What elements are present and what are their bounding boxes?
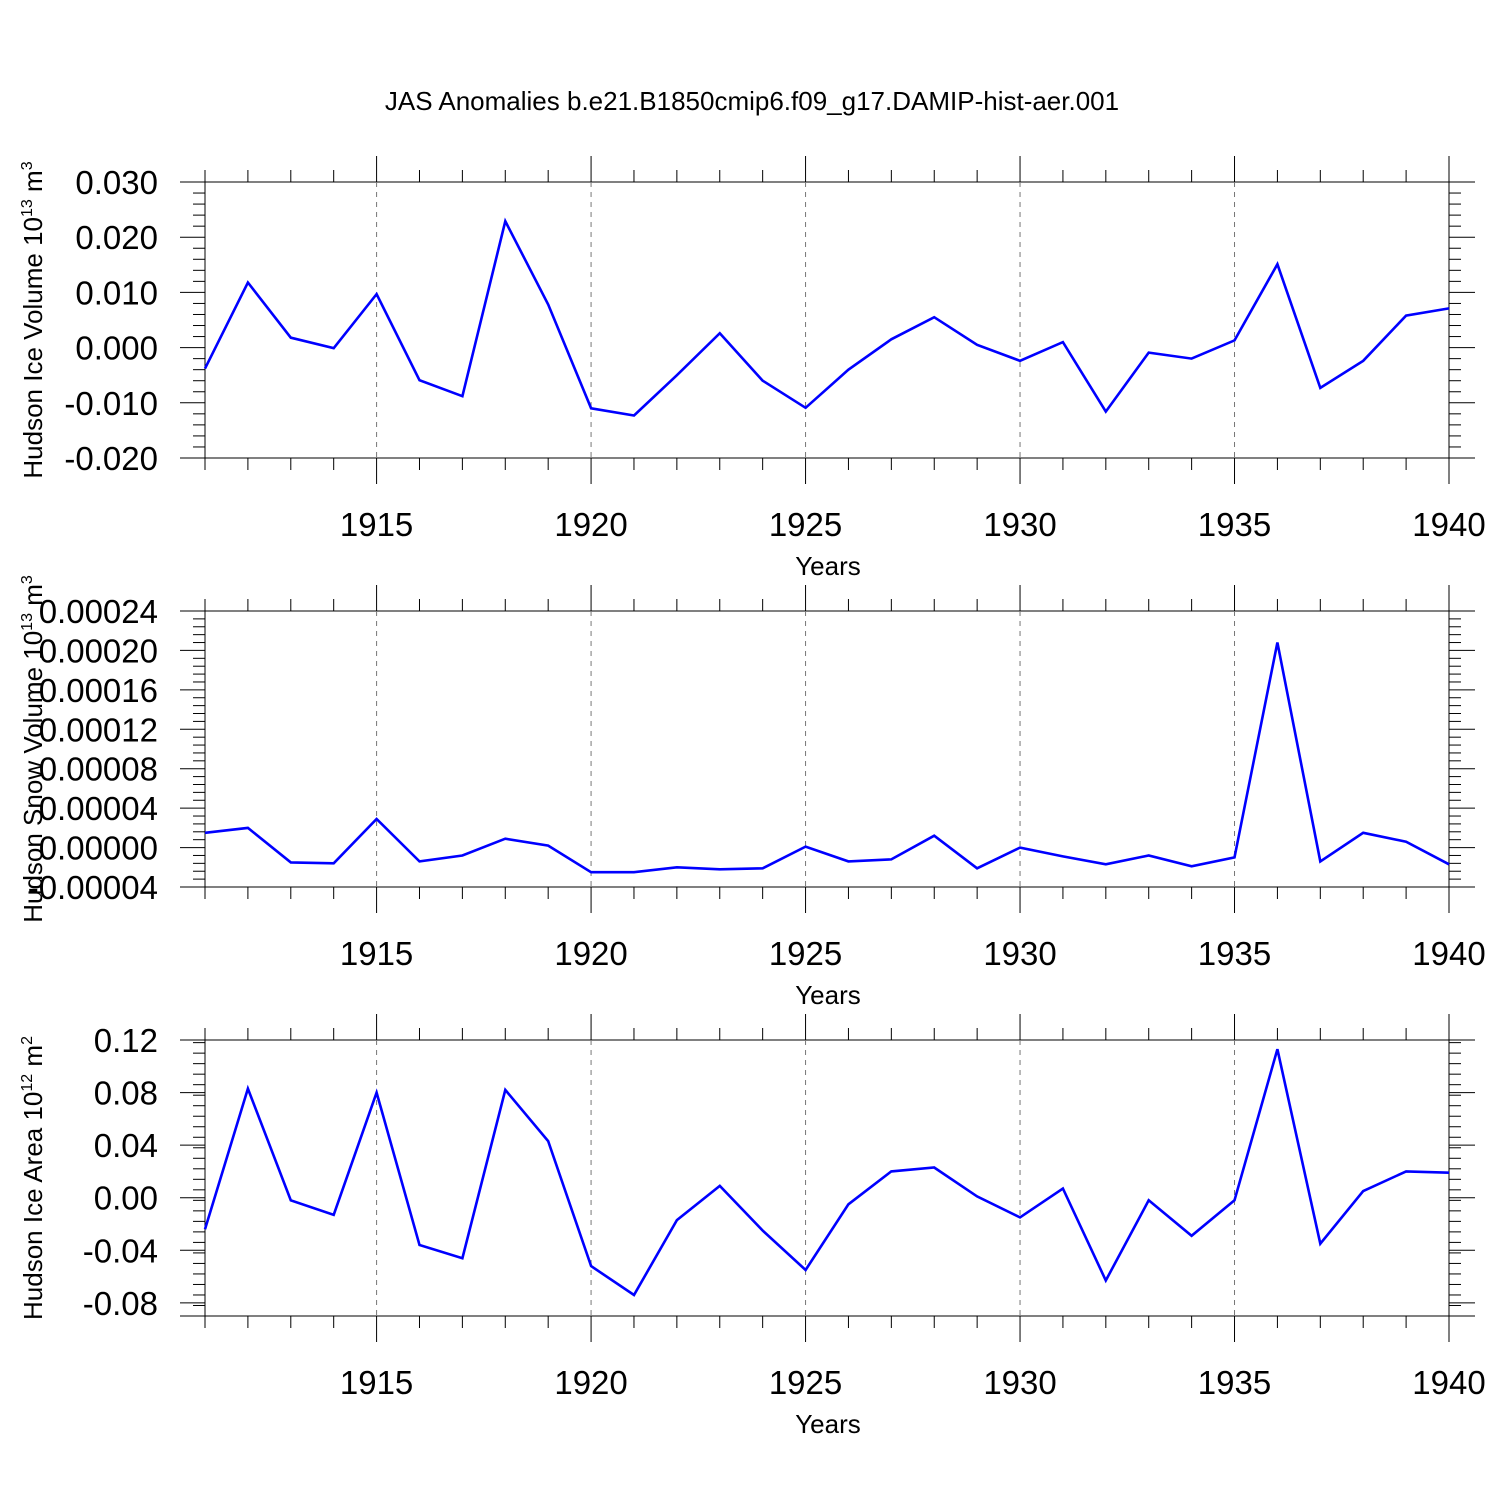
y-tick-label: 0.00016 [39,672,158,709]
y-tick-label: 0.010 [75,274,158,311]
y-axis-label-unit-exponent: 3 [19,575,36,584]
x-tick-label: 1930 [983,935,1056,972]
series-line [203,217,1450,417]
y-tick-label: 0.04 [94,1127,158,1164]
x-axis-label: Years [795,1409,861,1439]
x-tick-label: 1925 [769,506,842,543]
y-tick-label: 0.00024 [39,593,158,630]
x-tick-label: 1915 [340,1364,413,1401]
y-tick-label: -0.00004 [28,869,158,906]
y-tick-label: -0.04 [83,1232,158,1269]
x-tick-label: 1940 [1412,935,1485,972]
y-tick-label: -0.020 [64,440,158,477]
x-tick-label: 1915 [340,506,413,543]
y-tick-label: 0.020 [75,219,158,256]
y-axis-label-unit: m [18,584,48,613]
y-tick-label: -0.08 [83,1285,158,1322]
x-tick-label: 1935 [1198,1364,1271,1401]
panel-3: 1915 1920 1925 1930 1935 1940 -0.08 -0.04 0.00 0.… [18,1014,1486,1439]
y-axis-label-exponent: 12 [19,1074,36,1092]
x-tick-label: 1920 [554,1364,627,1401]
x-tick-label: 1920 [554,935,627,972]
y-tick-label: 0.00020 [39,632,158,669]
series-line [204,642,1450,874]
x-tick-label: 1935 [1198,935,1271,972]
y-axis-label-text: Hudson Snow Volume 10 [18,631,48,923]
y-tick-label: 0.12 [94,1022,158,1059]
y-tick-label: 0.00 [94,1180,158,1217]
y-tick-label: 0.00004 [39,790,158,827]
x-tick-label: 1930 [983,1364,1056,1401]
y-tick-label: 0.030 [75,164,158,201]
y-tick-label: 0.00008 [39,751,158,788]
y-axis-label-text: Hudson Ice Volume 10 [18,217,48,479]
y-axis-label-unit: m [18,1045,48,1074]
chart-title: JAS Anomalies b.e21.B1850cmip6.f09_g17.D… [385,86,1119,116]
y-axis-label-exponent: 13 [19,199,36,217]
y-axis-label: Hudson Snow Volume 1013 m3 [18,575,48,923]
panel-2: 1915 1920 1925 1930 1935 1940-0.000040.000000… [18,575,1486,1010]
y-tick-label: 0.000 [75,330,158,367]
x-tick-label: 1925 [769,1364,842,1401]
y-axis-label-exponent: 13 [19,613,36,631]
x-tick-label: 1935 [1198,506,1271,543]
x-tick-label: 1930 [983,506,1056,543]
x-tick-label: 1915 [340,935,413,972]
y-axis-label-text: Hudson Ice Area 10 [18,1092,48,1320]
y-axis-label-unit-exponent: 2 [19,1036,36,1045]
y-tick-label: 0.00000 [39,830,158,867]
x-tick-label: 1925 [769,935,842,972]
x-tick-label: 1920 [554,506,627,543]
y-tick-label: 0.08 [94,1075,158,1112]
y-axis-label-unit-exponent: 3 [19,161,36,170]
series-line [203,1048,1450,1297]
y-axis-label-unit: m [18,170,48,199]
x-tick-label: 1940 [1412,506,1485,543]
x-axis-label: Years [795,980,861,1010]
y-tick-label: -0.010 [64,385,158,422]
panel-1: 1915 1920 1925 1930 1935 1940 -0.020 -0.010 0.00… [18,156,1486,581]
panels: 1915 1920 1925 1930 1935 1940 -0.020 -0.010 0.00… [18,156,1486,1439]
y-axis-label: Hudson Ice Volume 1013 m3 [18,161,48,478]
x-axis-label: Years [795,551,861,581]
x-tick-label: 1940 [1412,1364,1485,1401]
y-axis-label: Hudson Ice Area 1012 m2 [18,1036,48,1320]
y-tick-label: 0.00012 [39,711,158,748]
